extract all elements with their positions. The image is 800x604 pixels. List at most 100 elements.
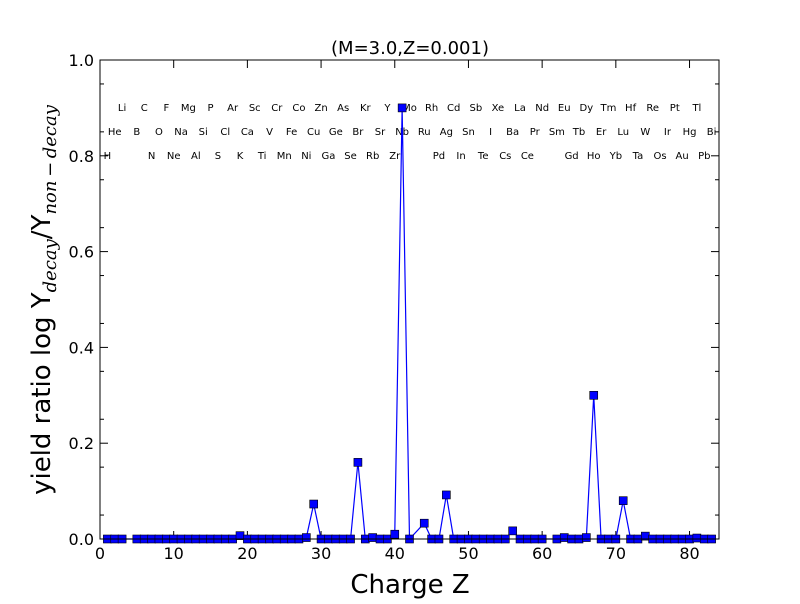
element-label: Pr bbox=[530, 127, 541, 138]
element-label: Sr bbox=[375, 127, 386, 138]
element-label: Dy bbox=[580, 103, 594, 114]
x-tick-label: 0 bbox=[95, 544, 105, 563]
element-label: Re bbox=[646, 103, 659, 114]
element-label: C bbox=[141, 103, 148, 114]
data-point bbox=[397, 103, 407, 113]
element-label: Cr bbox=[271, 103, 283, 114]
chart-title: (M=3.0,Z=0.001) bbox=[331, 38, 489, 59]
element-label: Cu bbox=[307, 127, 320, 138]
data-point bbox=[309, 499, 319, 509]
element-label: In bbox=[456, 151, 465, 162]
x-axis-label: Charge Z bbox=[350, 570, 469, 600]
element-label: Si bbox=[199, 127, 208, 138]
element-label: Ir bbox=[664, 127, 672, 138]
element-label: Sm bbox=[549, 127, 565, 138]
x-tick-label: 10 bbox=[164, 544, 184, 563]
element-label: Ge bbox=[329, 127, 343, 138]
element-label: Ni bbox=[301, 151, 311, 162]
element-label: Zr bbox=[389, 151, 401, 162]
element-label: Ga bbox=[321, 151, 335, 162]
element-label: Ca bbox=[241, 127, 254, 138]
x-tick-label: 50 bbox=[458, 544, 478, 563]
data-point bbox=[235, 531, 245, 540]
x-tick-label: 70 bbox=[606, 544, 626, 563]
element-label: Na bbox=[174, 127, 188, 138]
element-label: Hg bbox=[683, 127, 697, 138]
element-label: Ce bbox=[521, 151, 534, 162]
element-label: K bbox=[237, 151, 244, 162]
element-label: Sn bbox=[462, 127, 475, 138]
data-point bbox=[582, 533, 591, 542]
x-tick-label: 80 bbox=[679, 544, 699, 563]
element-label: Tl bbox=[691, 103, 701, 114]
series-line bbox=[107, 107, 712, 541]
element-label: Cl bbox=[220, 127, 230, 138]
element-label: Fe bbox=[286, 127, 297, 138]
data-point bbox=[589, 390, 599, 400]
element-label: Gd bbox=[565, 151, 579, 162]
element-label: Co bbox=[292, 103, 305, 114]
data-point bbox=[442, 490, 451, 500]
element-label: Ag bbox=[440, 127, 453, 138]
element-label: Mn bbox=[277, 151, 292, 162]
element-label: Ar bbox=[227, 103, 239, 114]
element-label: O bbox=[155, 127, 163, 138]
element-label: Ti bbox=[257, 151, 267, 162]
y-tick-label: 1.0 bbox=[69, 51, 94, 70]
element-label: B bbox=[133, 127, 140, 138]
element-label: Mg bbox=[181, 103, 196, 114]
element-label: Kr bbox=[360, 103, 372, 114]
data-point bbox=[692, 533, 702, 543]
element-label: Ta bbox=[632, 151, 644, 162]
element-label: Xe bbox=[492, 103, 505, 114]
plot-frame bbox=[99, 59, 720, 540]
data-point bbox=[353, 458, 363, 467]
element-label: Sc bbox=[249, 103, 261, 114]
element-label: Rh bbox=[425, 103, 438, 114]
element-label: Lu bbox=[617, 127, 629, 138]
element-label: Hf bbox=[625, 103, 637, 114]
y-label-sub2: non − decay bbox=[40, 104, 61, 214]
element-label: Bi bbox=[707, 127, 717, 138]
element-label: H bbox=[104, 151, 112, 162]
element-label: Pd bbox=[433, 151, 445, 162]
element-label: Te bbox=[477, 151, 489, 162]
element-label: Zn bbox=[314, 103, 327, 114]
data-point bbox=[368, 533, 377, 542]
element-label: W bbox=[640, 127, 650, 138]
element-label: As bbox=[337, 103, 349, 114]
x-tick-label: 40 bbox=[385, 544, 405, 563]
element-label: Mo bbox=[402, 103, 417, 114]
y-tick-label: 0.4 bbox=[69, 338, 94, 357]
element-label: I bbox=[489, 127, 492, 138]
data-point bbox=[419, 518, 429, 528]
element-label: Er bbox=[596, 127, 607, 138]
element-label: Pt bbox=[670, 103, 680, 114]
x-tick-label: 60 bbox=[532, 544, 552, 563]
element-label: Al bbox=[191, 151, 201, 162]
element-label: S bbox=[215, 151, 221, 162]
element-label: Eu bbox=[558, 103, 571, 114]
x-tick-label: 30 bbox=[311, 544, 331, 563]
element-label: Cs bbox=[499, 151, 511, 162]
element-label: Os bbox=[654, 151, 667, 162]
y-tick-label: 0.2 bbox=[69, 434, 94, 453]
element-label: Cd bbox=[447, 103, 460, 114]
element-label: Tb bbox=[572, 127, 585, 138]
element-label: Ne bbox=[167, 151, 181, 162]
y-label-prefix: yield ratio log Y bbox=[27, 292, 57, 495]
element-label: Br bbox=[352, 127, 364, 138]
element-label: Yb bbox=[609, 151, 622, 162]
element-label: V bbox=[266, 127, 273, 138]
y-label-mid: /Y bbox=[27, 214, 57, 239]
element-label: Tm bbox=[600, 103, 617, 114]
element-label: Y bbox=[383, 103, 391, 114]
element-label: P bbox=[208, 103, 214, 114]
element-label: Sb bbox=[469, 103, 482, 114]
element-label: Li bbox=[118, 103, 126, 114]
data-point bbox=[559, 533, 569, 542]
element-label: Ru bbox=[418, 127, 431, 138]
y-tick-label: 0.0 bbox=[69, 530, 94, 549]
element-label: Au bbox=[676, 151, 689, 162]
